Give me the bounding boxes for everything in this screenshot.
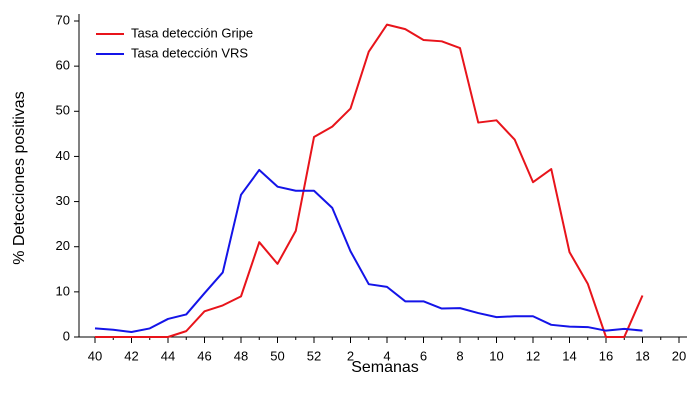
x-tick-label: 44 [161,348,175,363]
x-tick-label: 10 [489,348,503,363]
y-axis-title: % Detecciones positivas [11,91,28,264]
legend-label: Tasa detección VRS [131,45,248,60]
x-tick-label: 50 [270,348,284,363]
series-line [94,168,643,334]
legend-label: Tasa detección Gripe [131,25,253,40]
x-tick-label: 12 [526,348,540,363]
x-tick-label: 8 [456,348,463,363]
x-tick-label: 18 [635,348,649,363]
x-tick-label: 20 [672,348,686,363]
x-tick-label: 6 [420,348,427,363]
y-tick-label: 20 [56,238,70,253]
x-axis-title: Semanas [351,359,419,376]
x-tick-label: 52 [307,348,321,363]
series-line [95,23,644,338]
y-tick-label: 30 [56,193,70,208]
y-tick-label: 10 [56,283,70,298]
x-tick-label: 40 [88,348,102,363]
y-tick-label: 70 [56,12,70,27]
x-tick-label: 42 [124,348,138,363]
x-tick-label: 14 [562,348,576,363]
y-tick-label: 40 [56,148,70,163]
x-tick-label: 48 [234,348,248,363]
x-tick-label: 4 [383,348,390,363]
y-tick-label: 60 [56,58,70,73]
x-tick-label: 16 [599,348,613,363]
y-tick-label: 0 [63,328,70,343]
y-tick-label: 50 [56,103,70,118]
x-tick-label: 46 [197,348,211,363]
x-tick-label: 2 [347,348,354,363]
